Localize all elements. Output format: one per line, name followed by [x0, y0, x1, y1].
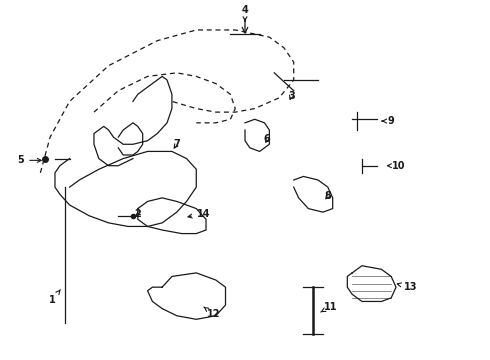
- Text: 6: 6: [264, 134, 270, 144]
- Text: 11: 11: [321, 302, 337, 312]
- Text: 9: 9: [382, 116, 394, 126]
- Text: 5: 5: [18, 156, 41, 165]
- Text: 2: 2: [134, 209, 141, 219]
- Text: 1: 1: [49, 290, 60, 305]
- Text: 12: 12: [204, 307, 220, 319]
- Text: 14: 14: [188, 209, 210, 219]
- Text: 13: 13: [397, 282, 417, 292]
- Text: 7: 7: [173, 139, 180, 149]
- Text: 10: 10: [388, 161, 405, 171]
- Text: 8: 8: [324, 191, 331, 201]
- Text: 4: 4: [242, 5, 248, 21]
- Text: 3: 3: [288, 91, 294, 101]
